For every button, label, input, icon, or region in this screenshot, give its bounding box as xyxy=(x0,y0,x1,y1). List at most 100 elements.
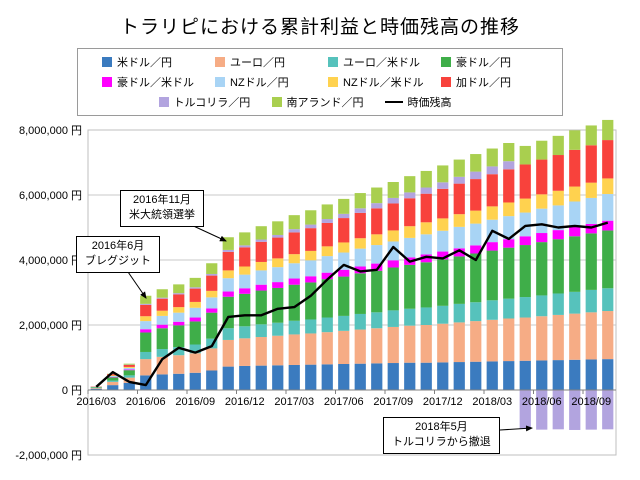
bar-segment xyxy=(569,236,581,292)
bar-segment xyxy=(503,298,515,319)
bar-segment xyxy=(239,293,251,327)
bar-segment xyxy=(255,261,267,271)
bar-segment xyxy=(602,220,614,231)
x-axis-label: 2018/03 xyxy=(472,396,512,408)
bar-segment xyxy=(437,218,449,231)
bar-segment xyxy=(222,270,234,279)
bar-segment xyxy=(552,360,564,390)
bar-segment xyxy=(140,316,152,322)
legend-item: NZドル／円 xyxy=(207,72,320,92)
bar-segment xyxy=(437,165,449,183)
bar-segment xyxy=(354,313,366,330)
bar-segment xyxy=(503,161,515,170)
bar-segment xyxy=(338,276,350,316)
bar-segment xyxy=(288,215,300,230)
bar-segment xyxy=(338,269,350,277)
bar-segment xyxy=(206,290,218,298)
x-axis-label: 2017/12 xyxy=(423,396,463,408)
bar-segment xyxy=(173,294,185,308)
legend-swatch-icon xyxy=(328,77,338,87)
bar-segment xyxy=(486,166,498,175)
legend-label: ユーロ／円 xyxy=(230,57,285,69)
bar-segment xyxy=(156,315,168,325)
bar-segment xyxy=(222,249,234,252)
bar-segment xyxy=(420,170,432,188)
bar-segment xyxy=(189,344,201,354)
bar-segment xyxy=(255,270,267,285)
legend-item: 南アランド／円 xyxy=(264,92,377,112)
bar-segment xyxy=(536,316,548,361)
bar-segment xyxy=(420,222,432,235)
bar-segment xyxy=(602,140,614,179)
legend-label: トルコリラ／円 xyxy=(173,97,251,109)
bar-segment xyxy=(255,284,267,291)
bar-segment xyxy=(222,296,234,329)
bar-segment xyxy=(272,287,284,323)
y-axis-label: 0 円 xyxy=(62,385,82,397)
bar-segment xyxy=(255,239,267,242)
bar-segment xyxy=(354,238,366,249)
bar-segment xyxy=(321,246,333,257)
bar-segment xyxy=(239,245,251,248)
bar-segment xyxy=(486,319,498,362)
bar-segment xyxy=(536,208,548,234)
bar-segment xyxy=(569,390,581,430)
bar-segment xyxy=(239,232,251,246)
bar-segment xyxy=(420,254,432,263)
bar-segment xyxy=(371,245,383,264)
bar-segment xyxy=(503,202,515,217)
bar-segment xyxy=(453,322,465,363)
bar-segment xyxy=(140,303,152,305)
bar-segment xyxy=(569,291,581,314)
y-axis-label: 2,000,000 円 xyxy=(19,320,82,332)
bar-segment xyxy=(305,210,317,225)
bar-segment xyxy=(519,360,531,390)
legend-swatch-icon xyxy=(158,97,169,107)
bar-segment xyxy=(437,259,449,306)
bar-segment xyxy=(453,159,465,177)
bar-segment xyxy=(90,388,102,389)
legend-item: NZドル／米ドル xyxy=(320,72,433,92)
bar-segment xyxy=(123,377,135,383)
legend-item: トルコリラ／円 xyxy=(151,92,264,112)
bar-segment xyxy=(272,282,284,288)
y-axis-label: 8,000,000 円 xyxy=(19,125,82,137)
bar-segment xyxy=(536,140,548,160)
bar-segment xyxy=(222,328,234,340)
bar-segment xyxy=(321,204,333,220)
bar-segment xyxy=(519,317,531,361)
bar-segment xyxy=(305,333,317,365)
bar-segment xyxy=(173,284,185,294)
bar-segment xyxy=(288,364,300,390)
bar-segment xyxy=(189,287,201,289)
bar-segment xyxy=(503,169,515,203)
bar-segment xyxy=(222,366,234,390)
bar-segment xyxy=(486,300,498,320)
bar-segment xyxy=(321,332,333,365)
bar-segment xyxy=(371,270,383,313)
bar-segment xyxy=(107,377,119,381)
bar-segment xyxy=(354,266,366,274)
bar-segment xyxy=(206,338,218,349)
bar-segment xyxy=(437,362,449,390)
bar-segment xyxy=(321,256,333,273)
bar-segment xyxy=(354,329,366,364)
bar-segment xyxy=(503,239,515,248)
bar-segment xyxy=(206,312,218,339)
bar-segment xyxy=(387,230,399,242)
bar-segment xyxy=(140,295,152,304)
bar-segment xyxy=(552,190,564,206)
bar-segment xyxy=(272,335,284,366)
line-swatch-icon xyxy=(384,101,403,103)
bar-segment xyxy=(552,314,564,361)
bar-segment xyxy=(552,230,564,240)
bar-segment xyxy=(206,308,218,313)
y-axis-label: -2,000,000 円 xyxy=(15,450,82,462)
bar-segment xyxy=(404,325,416,363)
bar-segment xyxy=(288,254,300,264)
bar-segment xyxy=(90,388,102,390)
bar-segment xyxy=(189,301,201,308)
bar-segment xyxy=(321,272,333,280)
bar-segment xyxy=(140,329,152,333)
legend-swatch-icon xyxy=(102,57,112,67)
